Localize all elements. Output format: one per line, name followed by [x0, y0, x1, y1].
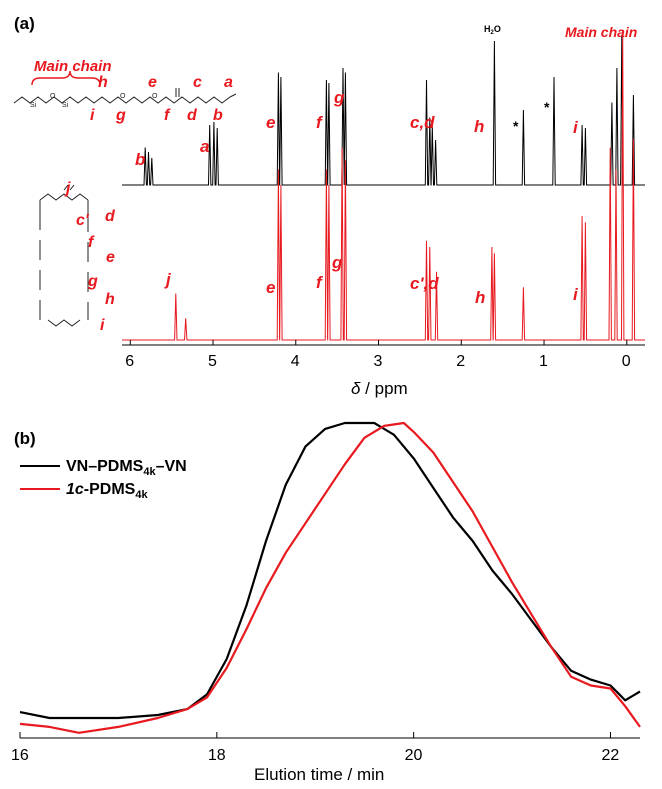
- struct-bottom-letters-6: h: [105, 291, 115, 308]
- structure-o-2: O: [120, 93, 126, 100]
- nmr-top-spectrum: [122, 34, 645, 186]
- nmr-tick-label-4: 4: [291, 353, 300, 370]
- main-chain-label-spectrum: Main chain: [565, 24, 637, 40]
- nmr-trace-bottom-spectrum: [122, 29, 645, 341]
- legend-entry-1-tail: –VN: [156, 458, 187, 475]
- struct-bottom-letters-4: f: [88, 234, 95, 251]
- nmr-top-letters-6: h: [474, 117, 484, 136]
- legend-entry-2-tail: -PDMS: [84, 481, 136, 498]
- nmr-top-letters-2: e: [266, 113, 275, 132]
- nmr-bottom-peak-labels: j e fg c',d h i: [164, 253, 579, 307]
- structure-si-1: Si: [30, 102, 37, 109]
- nmr-bottom-letters-4: c',d: [410, 274, 439, 293]
- struct-bottom-letters-0: j: [64, 180, 71, 197]
- gpc-tick-label-18: 18: [208, 747, 226, 764]
- structure-cyclic: [39, 184, 89, 327]
- nmr-tick-label-0: 0: [622, 353, 631, 370]
- nmr-bottom-letters-5: h: [475, 288, 485, 307]
- nmr-trace-top-spectrum: [122, 34, 645, 186]
- nmr-x-axis-delta: δ: [351, 379, 361, 398]
- gpc-tick-label-16: 16: [11, 747, 29, 764]
- nmr-bottom-letters-3: g: [331, 253, 343, 272]
- nmr-top-letters-7: i: [573, 118, 579, 137]
- struct-top-letters-7: d: [187, 107, 198, 124]
- nmr-top-letters-4: g: [333, 88, 345, 107]
- struct-bottom-letters-2: d: [105, 208, 116, 225]
- nmr-tick-label-2: 2: [456, 353, 465, 370]
- legend-entry-2-name: 1c: [66, 481, 84, 498]
- struct-top-letters-8: b: [213, 107, 223, 124]
- nmr-top-letters-0: b: [135, 150, 145, 169]
- struct-top-letters-3: a: [224, 74, 233, 91]
- gpc-curve-1: [19, 421, 641, 734]
- struct-bottom-letters-1: c': [76, 212, 90, 229]
- struct-top-letters-1: e: [148, 74, 157, 91]
- water-label: H2O: [484, 24, 501, 36]
- nmr-bottom-letters-1: e: [266, 278, 275, 297]
- nmr-bottom-letters-0: j: [164, 270, 172, 289]
- structure-linear: [13, 70, 237, 104]
- gpc-tick-label-22: 22: [601, 747, 619, 764]
- nmr-top-letters-1: a: [200, 137, 209, 156]
- struct-top-letters-6: f: [164, 107, 171, 124]
- main-chain-label-structure: Main chain: [34, 58, 112, 75]
- panel-b-label: (b): [14, 429, 36, 448]
- structure-cyclic-letters: j c' d ef ghi: [64, 180, 116, 334]
- struct-top-letters-0: h: [98, 74, 108, 91]
- nmr-bottom-spectrum: [122, 29, 645, 341]
- panel-a-label: (a): [14, 14, 35, 33]
- legend-entry-2-sub: 4k: [135, 489, 148, 501]
- nmr-bottom-letters-2: f: [316, 273, 324, 292]
- nmr-x-axis-unit: / ppm: [360, 379, 407, 398]
- legend-entry-2: 1c-PDMS4k: [66, 481, 148, 501]
- struct-bottom-letters-7: i: [100, 317, 105, 334]
- structure-linear-letters: h e c a i g f d b: [90, 74, 233, 124]
- impurity-star-2: *: [544, 99, 550, 115]
- structure-si-2: Si: [62, 102, 69, 109]
- impurity-star-1: *: [513, 118, 519, 134]
- nmr-tick-label-6: 6: [125, 353, 134, 370]
- nmr-top-letters-5: c,d: [410, 113, 435, 132]
- nmr-top-peak-labels: bae fgc,d h i: [135, 88, 579, 169]
- struct-top-letters-4: i: [90, 107, 95, 124]
- nmr-tick-label-3: 3: [374, 353, 383, 370]
- gpc-curves: [19, 421, 641, 734]
- legend-entry-1: VN–PDMS4k–VN: [66, 458, 187, 478]
- nmr-x-ticks: 6 5 4 3 2 1 0: [125, 340, 631, 370]
- struct-top-letters-5: g: [115, 107, 126, 124]
- struct-top-letters-2: c: [193, 74, 202, 91]
- nmr-top-letters-3: f: [316, 113, 324, 132]
- nmr-tick-label-5: 5: [208, 353, 217, 370]
- struct-bottom-letters-3: e: [106, 249, 115, 266]
- structure-o-1: O: [50, 93, 56, 100]
- struct-bottom-letters-5: g: [87, 273, 98, 290]
- gpc-legend: VN–PDMS4k–VN 1c-PDMS4k: [20, 458, 187, 501]
- nmr-bottom-letters-6: i: [573, 285, 579, 304]
- nmr-x-axis-title: δ / ppm: [351, 379, 408, 398]
- legend-entry-1-sub: 4k: [143, 466, 156, 478]
- legend-entry-1-name: VN–PDMS: [66, 458, 144, 475]
- gpc-x-axis-title: Elution time / min: [254, 765, 384, 784]
- nmr-tick-label-1: 1: [539, 353, 548, 370]
- gpc-x-ticks: 16 18 20 22: [11, 732, 619, 764]
- structure-o-3: O: [152, 93, 158, 100]
- gpc-tick-label-20: 20: [405, 747, 423, 764]
